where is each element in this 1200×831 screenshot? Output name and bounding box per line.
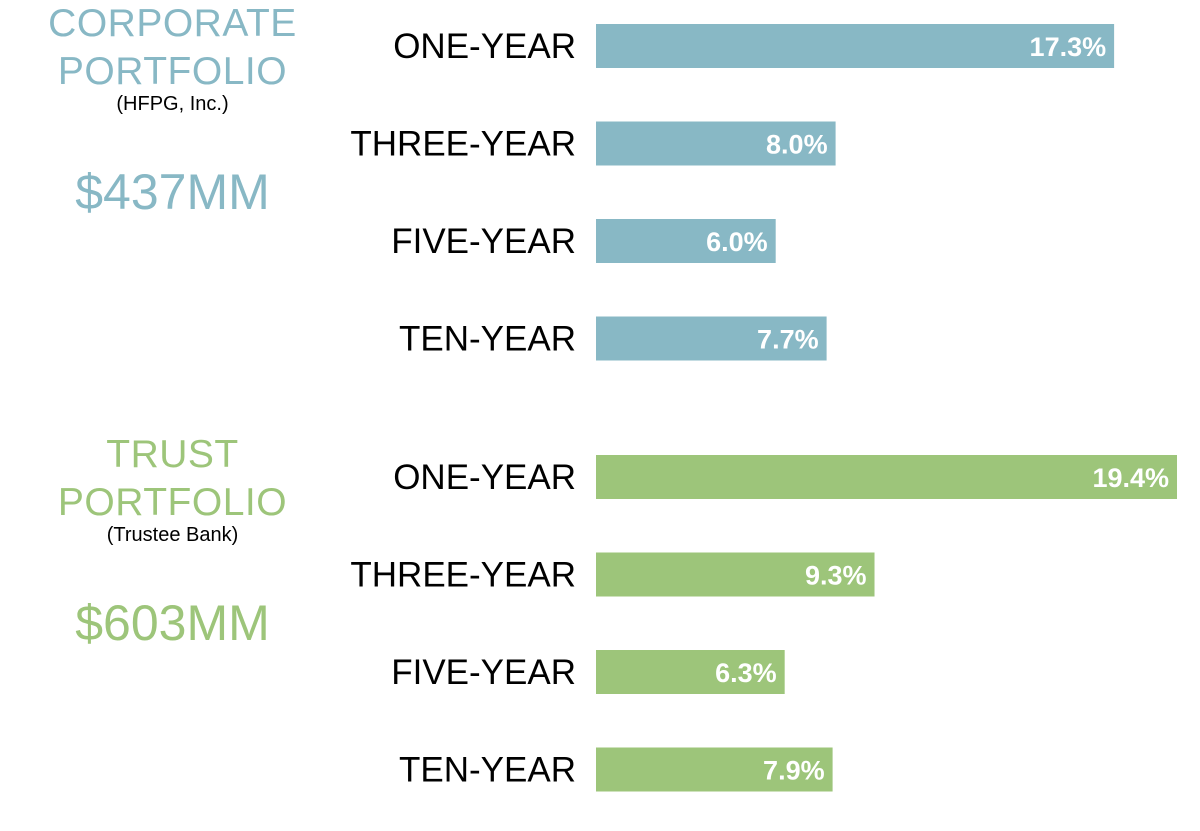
category-label: THREE-YEAR — [350, 556, 576, 595]
bar-value-label: 7.9% — [763, 756, 825, 786]
bar-value-label: 6.0% — [706, 227, 768, 257]
category-label: FIVE-YEAR — [391, 222, 576, 261]
corporate-returns-bar-chart: ONE-YEAR 17.3% THREE-YEAR 8.0% FIVE-YEAR 6.0%… — [350, 24, 1115, 361]
bar — [596, 121, 836, 166]
portfolio-subtitle: (Trustee Bank) — [106, 524, 239, 546]
bar — [596, 316, 827, 361]
corporate-portfolio-panel: CORPORATE PORTFOLIO (HFPG, Inc.) $437MM … — [0, 0, 1200, 400]
bar — [596, 24, 1115, 68]
category-label: ONE-YEAR — [393, 27, 576, 66]
category-label: THREE-YEAR — [350, 125, 576, 164]
category-label: TEN-YEAR — [399, 320, 576, 359]
trust-returns-bar-chart: ONE-YEAR 19.4% THREE-YEAR 9.3% FIVE-YEAR 6.3%… — [350, 455, 1178, 792]
portfolio-title-line-1: CORPORATE — [48, 2, 297, 45]
bar-value-label: 8.0% — [766, 130, 828, 160]
portfolio-amount: $603MM — [75, 595, 270, 651]
bar-value-label: 19.4% — [1092, 463, 1169, 493]
bar — [596, 650, 785, 694]
trust-portfolio-header: TRUST PORTFOLIO (Trustee Bank) $603MM — [0, 431, 345, 653]
category-label: ONE-YEAR — [393, 458, 576, 497]
bar — [596, 455, 1178, 499]
portfolio-subtitle: (HFPG, Inc.) — [116, 93, 229, 115]
category-label: TEN-YEAR — [399, 751, 576, 790]
portfolio-title-line-2: PORTFOLIO — [57, 481, 288, 524]
bar — [596, 747, 833, 792]
portfolio-title-line-2: PORTFOLIO — [57, 50, 288, 93]
trust-portfolio-panel: TRUST PORTFOLIO (Trustee Bank) $603MM ON… — [0, 431, 1200, 831]
portfolio-title-line-1: TRUST — [106, 433, 239, 476]
bar-value-label: 17.3% — [1030, 32, 1107, 62]
category-label: FIVE-YEAR — [391, 653, 576, 692]
bar — [596, 219, 776, 263]
corporate-portfolio-header: CORPORATE PORTFOLIO (HFPG, Inc.) $437MM — [0, 0, 345, 222]
bar-value-label: 7.7% — [757, 325, 819, 355]
bar-value-label: 6.3% — [715, 658, 777, 688]
bar — [596, 552, 875, 597]
bar-value-label: 9.3% — [805, 561, 867, 591]
portfolio-amount: $437MM — [75, 164, 270, 220]
